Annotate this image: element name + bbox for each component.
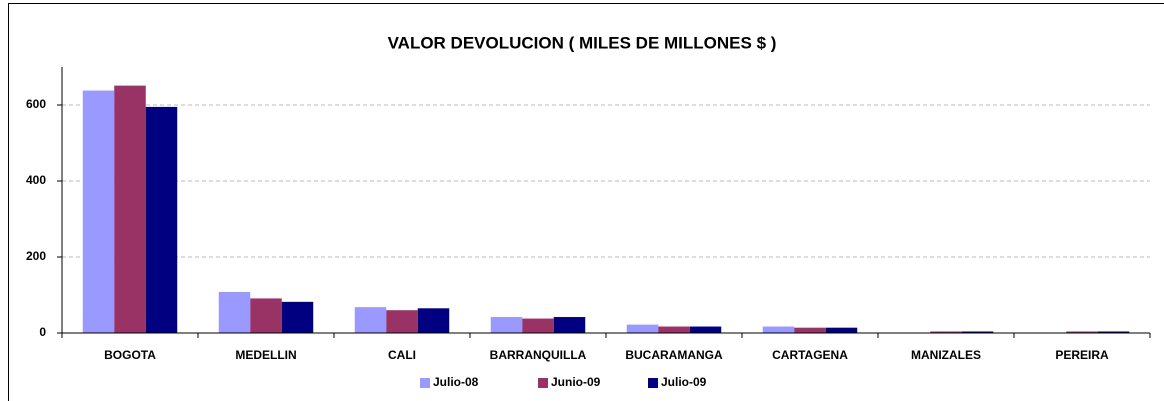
x-tick-label: BARRANQUILLA	[490, 348, 587, 362]
bar	[658, 326, 690, 333]
bar	[626, 324, 659, 333]
y-tick-label: 0	[39, 325, 46, 339]
legend-label: Julio-09	[661, 375, 707, 389]
bar	[386, 310, 418, 333]
bar	[794, 327, 826, 333]
bar	[1097, 331, 1130, 333]
bar	[553, 317, 586, 333]
bar	[114, 85, 146, 334]
bar	[490, 317, 523, 333]
legend-label: Julio-08	[433, 375, 479, 389]
bar	[218, 291, 251, 333]
chart-border	[8, 3, 1164, 401]
legend-swatch	[538, 378, 548, 388]
x-tick-label: CARTAGENA	[772, 348, 848, 362]
bar	[762, 326, 795, 333]
y-tick-label: 600	[26, 97, 46, 111]
x-tick-label: PEREIRA	[1055, 348, 1109, 362]
bar	[417, 308, 450, 333]
bar	[961, 331, 994, 333]
legend-label: Junio-09	[551, 375, 601, 389]
bar	[1066, 331, 1098, 333]
bar	[689, 326, 722, 333]
x-tick-label: MANIZALES	[911, 348, 981, 362]
bar	[82, 90, 115, 333]
legend-swatch	[420, 378, 430, 388]
x-tick-label: CALI	[388, 348, 416, 362]
bar	[825, 327, 858, 333]
bar	[145, 106, 178, 334]
x-tick-label: BOGOTA	[104, 348, 156, 362]
bar	[354, 307, 387, 333]
y-tick-label: 200	[26, 249, 46, 263]
x-tick-label: BUCARAMANGA	[625, 348, 723, 362]
bar	[522, 318, 554, 333]
bar	[281, 301, 314, 333]
y-tick-label: 400	[26, 173, 46, 187]
bar	[930, 331, 962, 333]
chart-title: VALOR DEVOLUCION ( MILES DE MILLONES $ )	[388, 33, 777, 52]
legend-swatch	[648, 378, 658, 388]
bar	[250, 298, 282, 333]
x-tick-label: MEDELLIN	[235, 348, 296, 362]
